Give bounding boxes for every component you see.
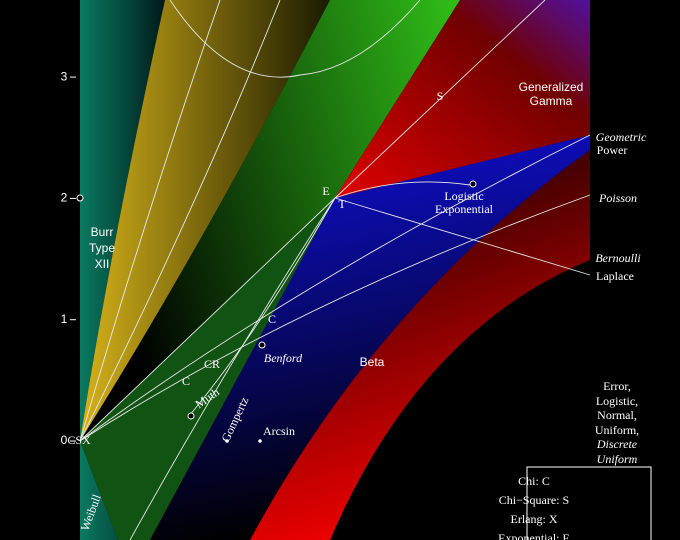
diagram-label: Laplace — [596, 269, 634, 283]
legend-entry: Exponential: E — [498, 531, 570, 540]
diagram-label: Power — [597, 143, 628, 157]
diagram-label: Uniform — [597, 452, 638, 466]
diagram-label: Bernoulli — [595, 251, 640, 265]
diagram-label: Logistic, — [596, 394, 638, 408]
diagram-label: Gamma — [530, 94, 573, 108]
point-dot — [258, 439, 262, 443]
diagram-label: CSX — [67, 433, 91, 447]
point-marker — [76, 194, 84, 202]
diagram-label: C — [268, 312, 276, 326]
point-dot — [225, 439, 229, 443]
legend-box — [526, 466, 652, 540]
diagram-label: Type — [89, 241, 115, 255]
diagram-label: Benford — [264, 351, 303, 365]
point-marker — [187, 412, 195, 420]
diagram-label: Normal, — [597, 408, 637, 422]
diagram-label: XII — [95, 257, 110, 271]
diagram-label: Exponential — [435, 202, 494, 216]
diagram-label: S — [437, 89, 444, 103]
diagram-label: CR — [204, 357, 220, 371]
diagram-label: T — [338, 197, 346, 211]
point-marker — [469, 180, 477, 188]
diagram-label: Geometric — [596, 130, 647, 144]
diagram-label: C — [182, 374, 190, 388]
diagram-label: Poisson — [598, 191, 637, 205]
diagram-label: Logistic — [444, 189, 483, 203]
y-tick-label: 2 — [61, 191, 68, 205]
point-marker — [258, 341, 266, 349]
diagram-label: Burr — [91, 225, 114, 239]
diagram-label: E — [322, 184, 329, 198]
y-tick-label: 1 — [61, 312, 68, 326]
legend-entry: Chi−Square: S — [499, 493, 569, 507]
y-tick-label: 3 — [61, 69, 68, 83]
diagram-label: Uniform, — [595, 423, 639, 437]
diagram-label: Arcsin — [263, 424, 295, 438]
regions — [80, 0, 590, 540]
diagram-label: Error, — [603, 379, 631, 393]
legend-entry: Erlang: X — [511, 512, 558, 526]
diagram-label: Beta — [360, 355, 385, 369]
curves — [79, 0, 591, 540]
diagram-label: Generalized — [519, 80, 584, 94]
diagram-label: Discrete — [596, 437, 638, 451]
y-tick-label: 0 — [61, 433, 68, 447]
legend-entry: Chi: C — [518, 474, 550, 488]
